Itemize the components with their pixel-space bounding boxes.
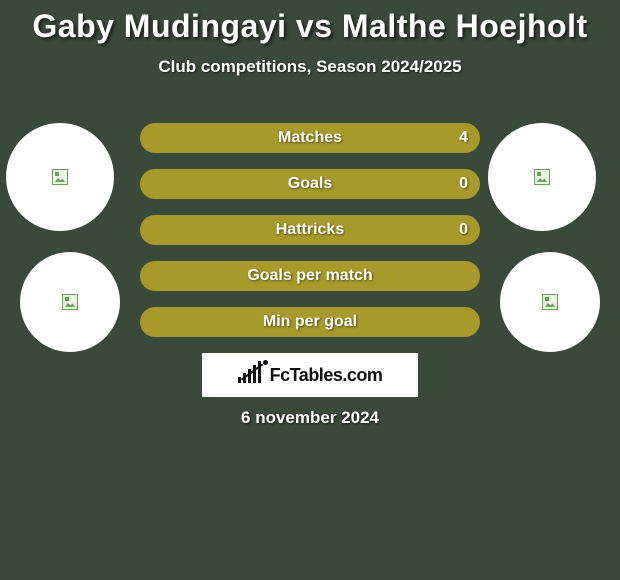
- stat-bar-value: 0: [459, 175, 468, 193]
- stat-bar: Hattricks 0: [140, 215, 480, 245]
- fctables-logo: FcTables.com: [202, 353, 418, 397]
- infographic: Gaby Mudingayi vs Malthe Hoejholt Club c…: [0, 0, 620, 580]
- stat-bar: Min per goal: [140, 307, 480, 337]
- stat-bar-value: 0: [459, 221, 468, 239]
- stat-bar-label: Goals: [288, 175, 332, 193]
- logo-trend-dot-icon: [263, 360, 268, 365]
- stat-bar-label: Hattricks: [276, 221, 344, 239]
- missing-image-icon: [542, 294, 558, 310]
- logo-text: FcTables.com: [270, 365, 383, 386]
- avatar-circle-bottom-left: [20, 252, 120, 352]
- stat-bar-label: Matches: [278, 129, 342, 147]
- date-text: 6 november 2024: [0, 408, 620, 428]
- stat-bar-label: Min per goal: [263, 313, 357, 331]
- stat-bar: Goals 0: [140, 169, 480, 199]
- missing-image-icon: [62, 294, 78, 310]
- stat-bar-value: 4: [459, 129, 468, 147]
- avatar-circle-bottom-right: [500, 252, 600, 352]
- missing-image-icon: [534, 169, 550, 185]
- stat-bar-label: Goals per match: [247, 267, 372, 285]
- missing-image-icon: [52, 169, 68, 185]
- stat-bar: Goals per match: [140, 261, 480, 291]
- avatar-circle-top-left: [6, 123, 114, 231]
- stat-bars: Matches 4 Goals 0 Hattricks 0 Goals per match M…: [140, 123, 480, 353]
- avatar-circle-top-right: [488, 123, 596, 231]
- stat-bar: Matches 4: [140, 123, 480, 153]
